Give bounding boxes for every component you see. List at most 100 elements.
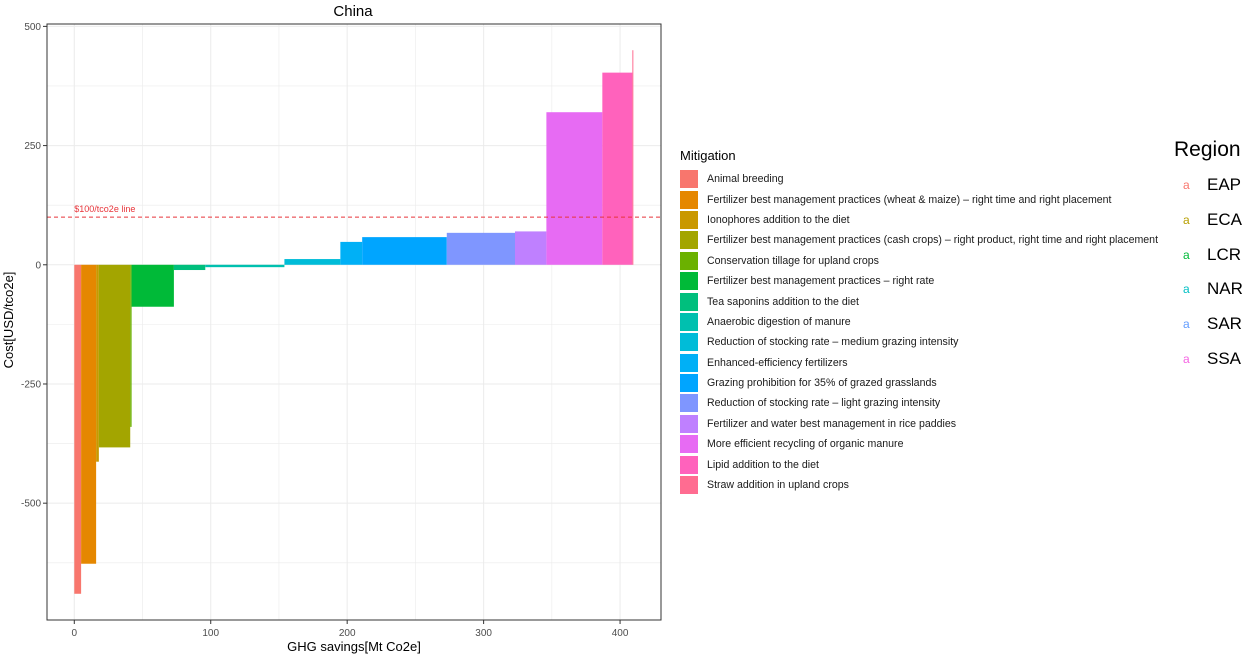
legend-swatch (680, 231, 698, 250)
legend-swatch (680, 251, 698, 270)
x-tick-label: 200 (339, 628, 356, 639)
region-legend-item: a SSA (1174, 341, 1243, 376)
legend-label: Animal breeding (707, 173, 784, 186)
legend-label: Anaerobic digestion of manure (707, 315, 851, 328)
region-label: LCR (1207, 244, 1242, 264)
x-tick-label: 400 (612, 628, 629, 639)
region-label: ECA (1207, 210, 1242, 230)
region-key-glyph: a (1183, 178, 1190, 193)
bars (74, 50, 634, 594)
legend-label: Ionophores addition to the diet (707, 213, 850, 226)
legend-label: More efficient recycling of organic manu… (707, 438, 904, 451)
region-label: NAR (1207, 279, 1243, 299)
y-tick-label: 500 (24, 22, 41, 33)
legend-swatch (680, 190, 698, 209)
bar (205, 264, 285, 268)
legend-title: Mitigation (680, 148, 736, 163)
bar (98, 264, 131, 448)
legend-label: Grazing prohibition for 35% of grazed gr… (707, 377, 937, 390)
legend-item: Fertilizer best management practices (ca… (680, 230, 1158, 250)
region-legend-item: a ECA (1174, 203, 1243, 238)
legend-swatch (680, 374, 698, 393)
region-label: SAR (1207, 314, 1242, 334)
region-key-glyph: a (1183, 282, 1190, 297)
region-legend-items: a EAP a ECA a LCR a NAR a SAR a SSA (1174, 168, 1243, 376)
legend-item: More efficient recycling of organic manu… (680, 434, 1158, 454)
legend-item: Fertilizer and water best management in … (680, 414, 1158, 434)
bar (546, 112, 603, 265)
region-key-glyph: a (1183, 317, 1190, 332)
region-legend: Region a EAP a ECA a LCR a NAR a SAR a SSA (1174, 138, 1243, 376)
region-label: EAP (1207, 175, 1242, 195)
legend-item: Fertilizer best management practices – r… (680, 271, 1158, 291)
region-key-glyph: a (1183, 247, 1190, 262)
legend-item: Anaerobic digestion of manure (680, 312, 1158, 332)
legend-label: Fertilizer best management practices – r… (707, 275, 935, 288)
legend-swatch (680, 272, 698, 291)
legend-item: Animal breeding (680, 169, 1158, 189)
region-key-glyph: a (1183, 351, 1190, 366)
legend-swatch (680, 170, 698, 189)
y-axis-label: Cost[USD/tco2e] (1, 272, 16, 369)
legend-swatch (680, 210, 698, 229)
legend-swatch (680, 455, 698, 474)
region-label: SSA (1207, 348, 1242, 368)
bar (446, 232, 516, 265)
axis-ticks: 0 100 200 300 400 -500 -250 0 250 500 (21, 22, 629, 639)
legend-label: Reduction of stocking rate – light grazi… (707, 397, 941, 410)
legend-swatch (680, 414, 698, 433)
legend-item: Ionophores addition to the diet (680, 210, 1158, 230)
bar (96, 264, 99, 462)
legend-swatch (680, 394, 698, 413)
bar (602, 72, 633, 265)
legend-swatch (680, 312, 698, 331)
legend-swatch (680, 353, 698, 372)
bar (131, 264, 174, 307)
legend-item: Reduction of stocking rate – medium graz… (680, 332, 1158, 352)
mitigation-legend: Mitigation Animal breeding Fertilizer bes… (680, 148, 1158, 495)
legend-item: Reduction of stocking rate – light grazi… (680, 393, 1158, 413)
region-key-glyph: a (1183, 213, 1190, 228)
y-tick-label: 250 (24, 141, 41, 152)
bar (632, 50, 634, 265)
legend-label: Conservation tillage for upland crops (707, 254, 879, 267)
bar (362, 237, 447, 265)
reference-line-label: $100/tco2e line (74, 204, 135, 214)
legend-label: Enhanced-efficiency fertilizers (707, 356, 848, 369)
legend-item: Tea saponins addition to the diet (680, 291, 1158, 311)
legend-item: Fertilizer best management practices (wh… (680, 189, 1158, 209)
legend-swatch (680, 333, 698, 352)
plot-border (46, 23, 662, 621)
legend-label: Reduction of stocking rate – medium graz… (707, 336, 959, 349)
bar (173, 264, 206, 271)
region-legend-item: a EAP (1174, 168, 1243, 203)
legend-label: Tea saponins addition to the diet (707, 295, 859, 308)
bar (74, 264, 82, 594)
legend-items: Animal breeding Fertilizer best managemen… (680, 169, 1158, 495)
bar (81, 264, 97, 564)
region-legend-item: a LCR (1174, 237, 1243, 272)
bar (130, 264, 132, 427)
y-tick-label: 0 (35, 260, 41, 271)
legend-label: Fertilizer best management practices (ca… (707, 234, 1159, 247)
y-tick-label: -250 (21, 379, 41, 390)
region-legend-item: a NAR (1174, 272, 1243, 307)
legend-label: Fertilizer and water best management in … (707, 417, 957, 430)
x-tick-label: 300 (475, 628, 492, 639)
legend-swatch (680, 476, 698, 495)
y-tick-label: -500 (21, 499, 41, 510)
legend-label: Lipid addition to the diet (707, 458, 819, 471)
bar (284, 259, 341, 265)
region-legend-title: Region (1174, 138, 1241, 161)
legend-item: Grazing prohibition for 35% of grazed gr… (680, 373, 1158, 393)
bar (340, 241, 363, 265)
legend-item: Straw addition in upland crops (680, 475, 1158, 495)
bar (515, 231, 547, 265)
legend-label: Straw addition in upland crops (707, 479, 849, 492)
x-tick-label: 100 (202, 628, 219, 639)
region-legend-item: a SAR (1174, 307, 1243, 342)
legend-item: Enhanced-efficiency fertilizers (680, 353, 1158, 373)
chart-title: China (333, 3, 373, 20)
legend-item: Lipid addition to the diet (680, 454, 1158, 474)
